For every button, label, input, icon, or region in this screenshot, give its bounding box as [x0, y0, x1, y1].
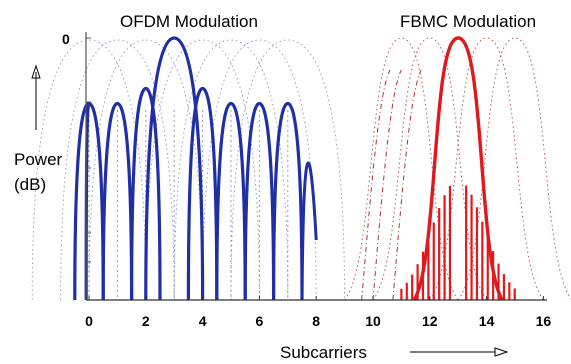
fbmc-ghost-curve [372, 37, 487, 301]
y-axis-label-line2: (dB) [14, 175, 46, 194]
ofdm-lobe [101, 101, 134, 301]
fbmc-ghost-curve [344, 37, 459, 301]
x-tick-label: 0 [85, 313, 93, 329]
fbmc-ghost-curve [361, 69, 391, 301]
x-axis-label: Subcarriers [280, 343, 367, 362]
x-tick-label: 6 [256, 313, 264, 329]
y-arrow-icon [31, 64, 41, 130]
fbmc-panel: FBMC Modulation [344, 12, 571, 301]
x-tick-label: 4 [199, 313, 207, 329]
fbmc-ghost-curve [372, 69, 402, 301]
fbmc-subcarrier-spectra [400, 36, 516, 301]
y-axis-label-line1: Power [14, 150, 63, 169]
ofdm-lobe [272, 101, 304, 301]
x-tick-label: 12 [422, 313, 438, 329]
fbmc-ghost-curve [457, 37, 571, 301]
x-ticks: 0 2 4 6 8 10 12 14 16 [85, 296, 551, 329]
x-tick-label: 14 [479, 313, 495, 329]
fbmc-ghost-curve [392, 69, 422, 301]
fbmc-main-lobe [412, 36, 504, 301]
x-tick-label: 10 [365, 313, 381, 329]
x-arrow-icon [410, 347, 509, 357]
ofdm-edge-lobe [300, 161, 318, 301]
ofdm-subcarrier-spectra [73, 36, 318, 301]
ofdm-lobe [130, 86, 162, 301]
ofdm-lobe [144, 36, 205, 301]
y-tick-zero: 0 [62, 31, 70, 47]
x-axis: 0 2 4 6 8 10 12 14 16 Subcarriers [85, 296, 551, 362]
ofdm-y-ticks [86, 37, 91, 263]
ofdm-panel: OFDM Modulation 0 [31, 12, 346, 301]
y-axis-label-group: Power (dB) [14, 64, 63, 194]
fbmc-ghost-spectra [344, 37, 571, 301]
x-tick-label: 2 [142, 313, 150, 329]
ofdm-lobe [215, 101, 247, 301]
ofdm-lobe [243, 101, 276, 301]
fbmc-ghost-curve [429, 37, 544, 301]
fbmc-title: FBMC Modulation [400, 12, 536, 31]
ofdm-title: OFDM Modulation [120, 12, 258, 31]
ofdm-lobe [186, 86, 219, 301]
x-tick-label: 16 [536, 313, 552, 329]
x-tick-label: 8 [312, 313, 320, 329]
